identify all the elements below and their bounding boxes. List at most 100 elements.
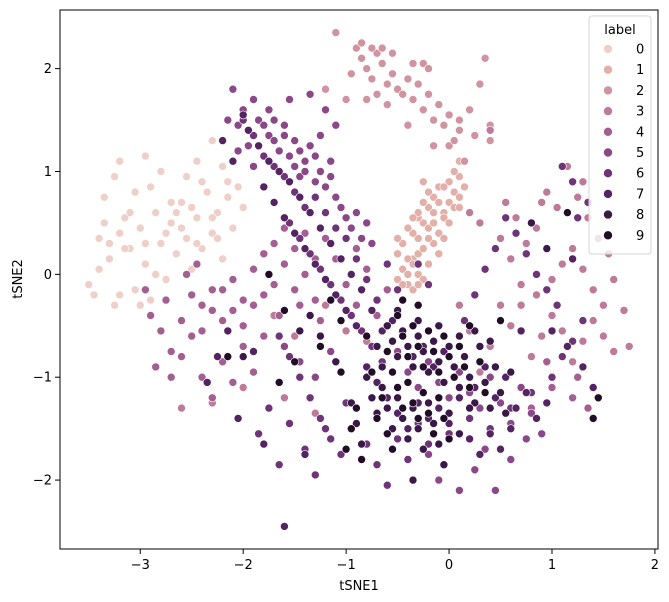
data-point-label-5 — [280, 342, 289, 351]
y-tick-label: 1 — [44, 165, 52, 180]
data-point-label-3 — [521, 239, 531, 248]
data-point-label-2 — [470, 131, 480, 140]
data-point-label-9 — [357, 455, 366, 464]
data-point-label-9 — [367, 367, 377, 377]
y-tick-label: 2 — [44, 62, 52, 77]
data-point-label-2 — [331, 28, 341, 37]
data-point-label-4 — [341, 280, 351, 289]
data-point-label-6 — [264, 403, 274, 413]
data-point-label-6 — [285, 352, 294, 361]
data-point-label-7 — [233, 414, 243, 423]
data-point-label-0 — [208, 136, 217, 145]
data-point-label-7 — [218, 136, 227, 145]
data-point-label-9 — [444, 434, 454, 444]
data-point-label-9 — [418, 388, 428, 397]
data-point-label-6 — [290, 187, 300, 197]
data-point-label-9 — [429, 347, 438, 356]
legend-label-3: 3 — [636, 105, 644, 120]
data-point-label-4 — [249, 300, 258, 310]
legend-marker-6 — [603, 168, 613, 178]
data-point-label-9 — [398, 403, 408, 413]
data-point-label-6 — [341, 234, 351, 243]
data-point-label-7 — [202, 378, 212, 387]
data-point-label-5 — [310, 177, 320, 187]
data-point-label-8 — [413, 424, 423, 434]
x-tick-label: −2 — [234, 558, 253, 573]
data-point-label-2 — [444, 110, 454, 120]
data-point-label-6 — [285, 419, 294, 428]
data-point-label-7 — [280, 522, 289, 531]
data-point-label-0 — [213, 208, 222, 217]
data-point-label-0 — [146, 295, 155, 305]
data-point-label-9 — [362, 331, 372, 341]
data-point-label-0 — [223, 192, 233, 202]
data-point-label-9 — [429, 429, 438, 439]
data-point-label-7 — [563, 342, 572, 351]
data-point-label-6 — [310, 192, 320, 202]
data-point-label-8 — [295, 326, 305, 336]
data-point-label-2 — [388, 69, 397, 79]
data-point-label-4 — [259, 249, 269, 259]
data-point-label-0 — [192, 156, 202, 166]
data-point-label-8 — [470, 398, 480, 408]
data-point-label-3 — [475, 218, 485, 228]
data-point-label-7 — [532, 414, 541, 423]
data-point-label-8 — [424, 398, 433, 408]
data-point-label-0 — [192, 213, 202, 223]
data-point-label-1 — [434, 228, 444, 238]
data-point-label-2 — [321, 84, 330, 94]
data-point-label-2 — [408, 95, 418, 104]
data-point-label-9 — [593, 393, 603, 403]
data-point-label-6 — [372, 460, 382, 470]
data-point-label-6 — [280, 172, 289, 181]
data-point-label-8 — [501, 408, 511, 418]
data-point-label-8 — [388, 424, 397, 434]
data-point-label-4 — [238, 321, 248, 331]
legend-marker-2 — [603, 85, 613, 96]
data-point-label-4 — [316, 316, 325, 325]
data-point-label-8 — [429, 419, 438, 428]
data-point-label-6 — [295, 234, 305, 243]
data-point-label-4 — [249, 367, 258, 377]
data-point-label-4 — [238, 342, 248, 351]
data-point-label-4 — [362, 264, 372, 274]
data-point-label-8 — [388, 336, 397, 346]
data-point-label-7 — [377, 326, 387, 336]
data-point-label-6 — [326, 280, 336, 289]
data-point-label-1 — [460, 182, 469, 192]
data-point-label-5 — [444, 393, 454, 403]
data-point-label-2 — [362, 64, 372, 73]
data-point-label-0 — [218, 162, 227, 171]
data-point-label-8 — [439, 378, 449, 387]
data-point-label-1 — [393, 234, 402, 243]
data-point-label-7 — [429, 362, 438, 372]
data-point-label-9 — [413, 342, 423, 351]
data-point-label-7 — [285, 177, 294, 187]
legend-marker-9 — [603, 230, 613, 241]
data-point-label-3 — [496, 300, 505, 310]
data-point-label-8 — [460, 352, 469, 361]
data-point-label-4 — [259, 290, 269, 300]
data-point-label-6 — [331, 223, 341, 233]
data-point-label-7 — [295, 192, 305, 202]
data-point-label-0 — [187, 203, 196, 212]
data-point-label-7 — [213, 352, 222, 361]
data-point-label-6 — [547, 372, 557, 382]
data-point-label-5 — [455, 486, 464, 495]
data-point-label-5 — [403, 367, 413, 377]
y-tick-label: −2 — [33, 474, 52, 489]
data-point-label-9 — [382, 347, 392, 356]
data-point-label-9 — [563, 208, 572, 217]
data-point-label-3 — [542, 187, 552, 197]
data-point-label-1 — [413, 249, 423, 259]
data-point-label-8 — [418, 347, 428, 356]
data-point-label-9 — [588, 414, 598, 423]
data-point-label-3 — [609, 347, 619, 356]
data-point-label-6 — [552, 300, 562, 310]
data-point-label-7 — [280, 213, 289, 223]
data-point-label-1 — [429, 192, 438, 202]
data-point-label-1 — [418, 218, 428, 228]
data-point-label-7 — [352, 321, 361, 331]
data-point-label-3 — [568, 244, 577, 253]
y-tick-label: 0 — [44, 268, 52, 283]
